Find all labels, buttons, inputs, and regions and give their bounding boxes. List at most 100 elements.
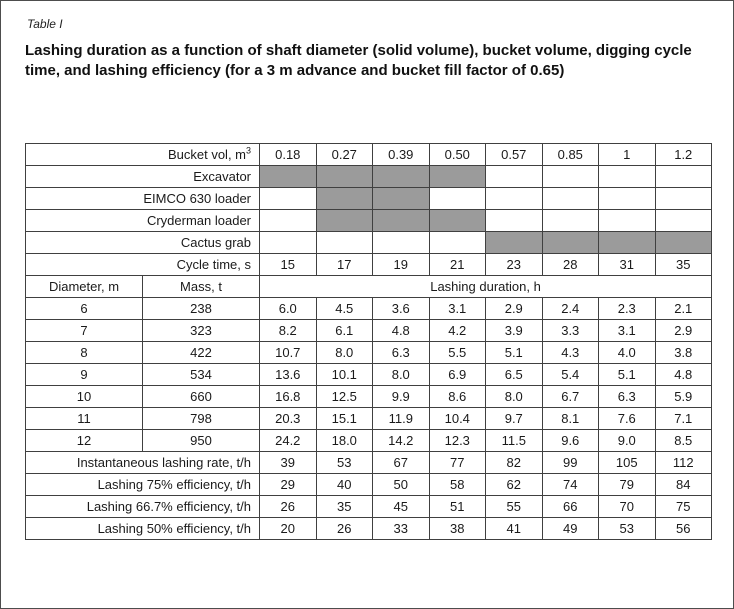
duration-value: 10.1 [315, 363, 374, 386]
rate-value: 82 [485, 451, 543, 474]
cycle-time-row: Cycle time, s 15 17 19 21 23 28 31 35 [24, 253, 713, 276]
equipment-range-empty-cell [259, 187, 317, 210]
equipment-range-shaded-cell [485, 231, 543, 254]
rate-value: 105 [598, 451, 656, 474]
duration-value: 8.6 [428, 385, 487, 408]
equipment-range-empty-cell [654, 165, 713, 188]
mass-value: 660 [141, 385, 261, 408]
bucket-volume-value: 0.50 [428, 143, 487, 166]
rate-value: 20 [259, 517, 317, 540]
duration-value: 6.7 [541, 385, 600, 408]
duration-value: 4.5 [315, 297, 374, 320]
rate-row: Lashing 50% efficiency, t/h 20 26 33 38 41 49 5… [24, 517, 713, 540]
rate-value: 84 [654, 473, 713, 496]
duration-value: 5.9 [654, 385, 713, 408]
rate-value: 53 [315, 451, 374, 474]
equipment-range-empty-cell [372, 231, 430, 254]
rate-value: 26 [259, 495, 317, 518]
rate-value: 99 [541, 451, 600, 474]
equipment-range-empty-cell [541, 187, 600, 210]
mass-value: 323 [141, 319, 261, 342]
duration-value: 6.3 [598, 385, 656, 408]
duration-value: 20.3 [259, 407, 317, 430]
duration-value: 8.2 [259, 319, 317, 342]
rate-value: 77 [428, 451, 487, 474]
duration-value: 8.0 [485, 385, 543, 408]
duration-value: 4.2 [428, 319, 487, 342]
mass-header: Mass, t [141, 275, 261, 298]
bucket-volume-value: 0.85 [541, 143, 600, 166]
duration-value: 13.6 [259, 363, 317, 386]
duration-row: 12 950 24.2 18.0 14.2 12.3 11.5 9.6 9.0 8.5 [25, 429, 713, 452]
rate-value: 49 [541, 517, 600, 540]
cycle-time-value: 15 [259, 253, 317, 276]
duration-value: 2.4 [541, 297, 600, 320]
table-body: Bucket vol, m3 0.18 0.27 0.39 0.50 0.57 0.85 1 1… [24, 143, 713, 540]
equipment-range-shaded-cell [428, 165, 487, 188]
equipment-range-empty-cell [315, 231, 374, 254]
equipment-range-shaded-cell [372, 165, 430, 188]
duration-value: 8.0 [372, 363, 430, 386]
cycle-time-value: 19 [372, 253, 430, 276]
rate-value: 79 [598, 473, 656, 496]
duration-value: 8.5 [654, 429, 713, 452]
bucket-volume-label-text: Bucket vol, m [167, 147, 246, 162]
duration-value: 4.8 [654, 363, 713, 386]
rate-value: 58 [428, 473, 487, 496]
table-number: Table I [27, 17, 63, 31]
duration-value: 12.3 [428, 429, 487, 452]
duration-value: 4.3 [541, 341, 600, 364]
equipment-label: Cactus grab [24, 231, 261, 254]
equipment-range-shaded-cell [315, 187, 374, 210]
rate-label: Lashing 75% efficiency, t/h [24, 473, 261, 496]
equipment-range-shaded-cell [654, 231, 713, 254]
duration-value: 4.0 [598, 341, 656, 364]
rate-value: 112 [654, 451, 713, 474]
rate-value: 35 [315, 495, 374, 518]
rate-value: 26 [315, 517, 374, 540]
equipment-range-empty-cell [541, 165, 600, 188]
equipment-range-empty-cell [654, 187, 713, 210]
equipment-label: Cryderman loader [24, 209, 261, 232]
duration-value: 15.1 [315, 407, 374, 430]
equipment-range-empty-cell [259, 209, 317, 232]
duration-row: 6 238 6.0 4.5 3.6 3.1 2.9 2.4 2.3 2.1 [25, 297, 713, 320]
duration-value: 5.4 [541, 363, 600, 386]
duration-value: 6.3 [372, 341, 430, 364]
equipment-range-empty-cell [485, 187, 543, 210]
equipment-range-empty-cell [428, 231, 487, 254]
rate-value: 75 [654, 495, 713, 518]
rate-value: 62 [485, 473, 543, 496]
mass-value: 534 [141, 363, 261, 386]
equipment-label: EIMCO 630 loader [24, 187, 261, 210]
equipment-row: Excavator [24, 165, 713, 188]
rate-value: 45 [372, 495, 430, 518]
duration-value: 9.0 [598, 429, 656, 452]
duration-value: 11.5 [485, 429, 543, 452]
duration-value: 5.5 [428, 341, 487, 364]
equipment-range-empty-cell [598, 209, 656, 232]
duration-value: 9.7 [485, 407, 543, 430]
diameter-value: 7 [25, 319, 143, 342]
duration-value: 3.1 [598, 319, 656, 342]
rate-value: 56 [654, 517, 713, 540]
duration-row: 7 323 8.2 6.1 4.8 4.2 3.9 3.3 3.1 2.9 [25, 319, 713, 342]
equipment-range-shaded-cell [372, 187, 430, 210]
cycle-time-value: 23 [485, 253, 543, 276]
rate-value: 50 [372, 473, 430, 496]
bucket-volume-value: 0.39 [372, 143, 430, 166]
equipment-range-shaded-cell [315, 165, 374, 188]
duration-value: 2.9 [485, 297, 543, 320]
bucket-volume-row: Bucket vol, m3 0.18 0.27 0.39 0.50 0.57 0.85 1 1… [24, 143, 713, 166]
duration-row: 10 660 16.8 12.5 9.9 8.6 8.0 6.7 6.3 5.9 [25, 385, 713, 408]
rate-value: 53 [598, 517, 656, 540]
bucket-volume-value: 1 [598, 143, 656, 166]
duration-value: 3.3 [541, 319, 600, 342]
rate-value: 55 [485, 495, 543, 518]
equipment-range-empty-cell [485, 209, 543, 232]
bucket-volume-label-sup: 3 [246, 145, 252, 156]
rate-value: 70 [598, 495, 656, 518]
cycle-time-value: 28 [541, 253, 600, 276]
mass-value: 238 [141, 297, 261, 320]
rate-label: Instantaneous lashing rate, t/h [24, 451, 261, 474]
